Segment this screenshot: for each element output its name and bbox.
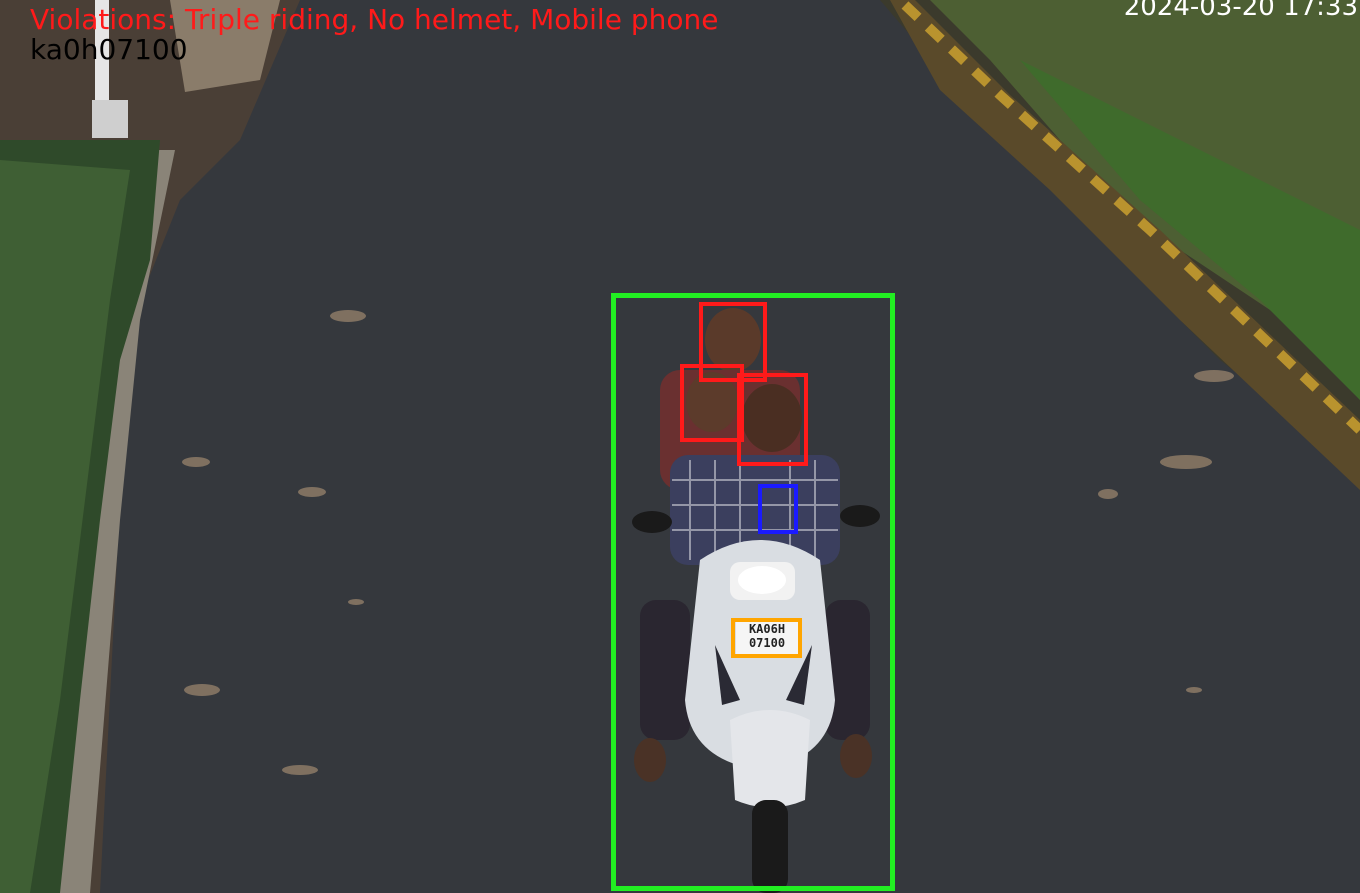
plate-line-2: 07100 xyxy=(748,636,786,650)
mobile-phone-box xyxy=(758,484,798,534)
no-helmet-head-box-1 xyxy=(699,302,767,382)
vehicle-detection-box xyxy=(611,293,895,891)
license-plate-text: KA06H 07100 xyxy=(736,622,798,650)
no-helmet-head-box-3 xyxy=(737,373,808,466)
violations-label: Violations: Triple riding, No helmet, Mo… xyxy=(30,3,719,36)
no-helmet-head-box-2 xyxy=(680,364,744,442)
timestamp-label: 2024-03-20 17:33 xyxy=(1123,0,1358,22)
plate-line-1: KA06H xyxy=(748,622,786,636)
license-plate-box xyxy=(731,618,802,658)
plate-read-label: ka0h07100 xyxy=(30,33,188,66)
